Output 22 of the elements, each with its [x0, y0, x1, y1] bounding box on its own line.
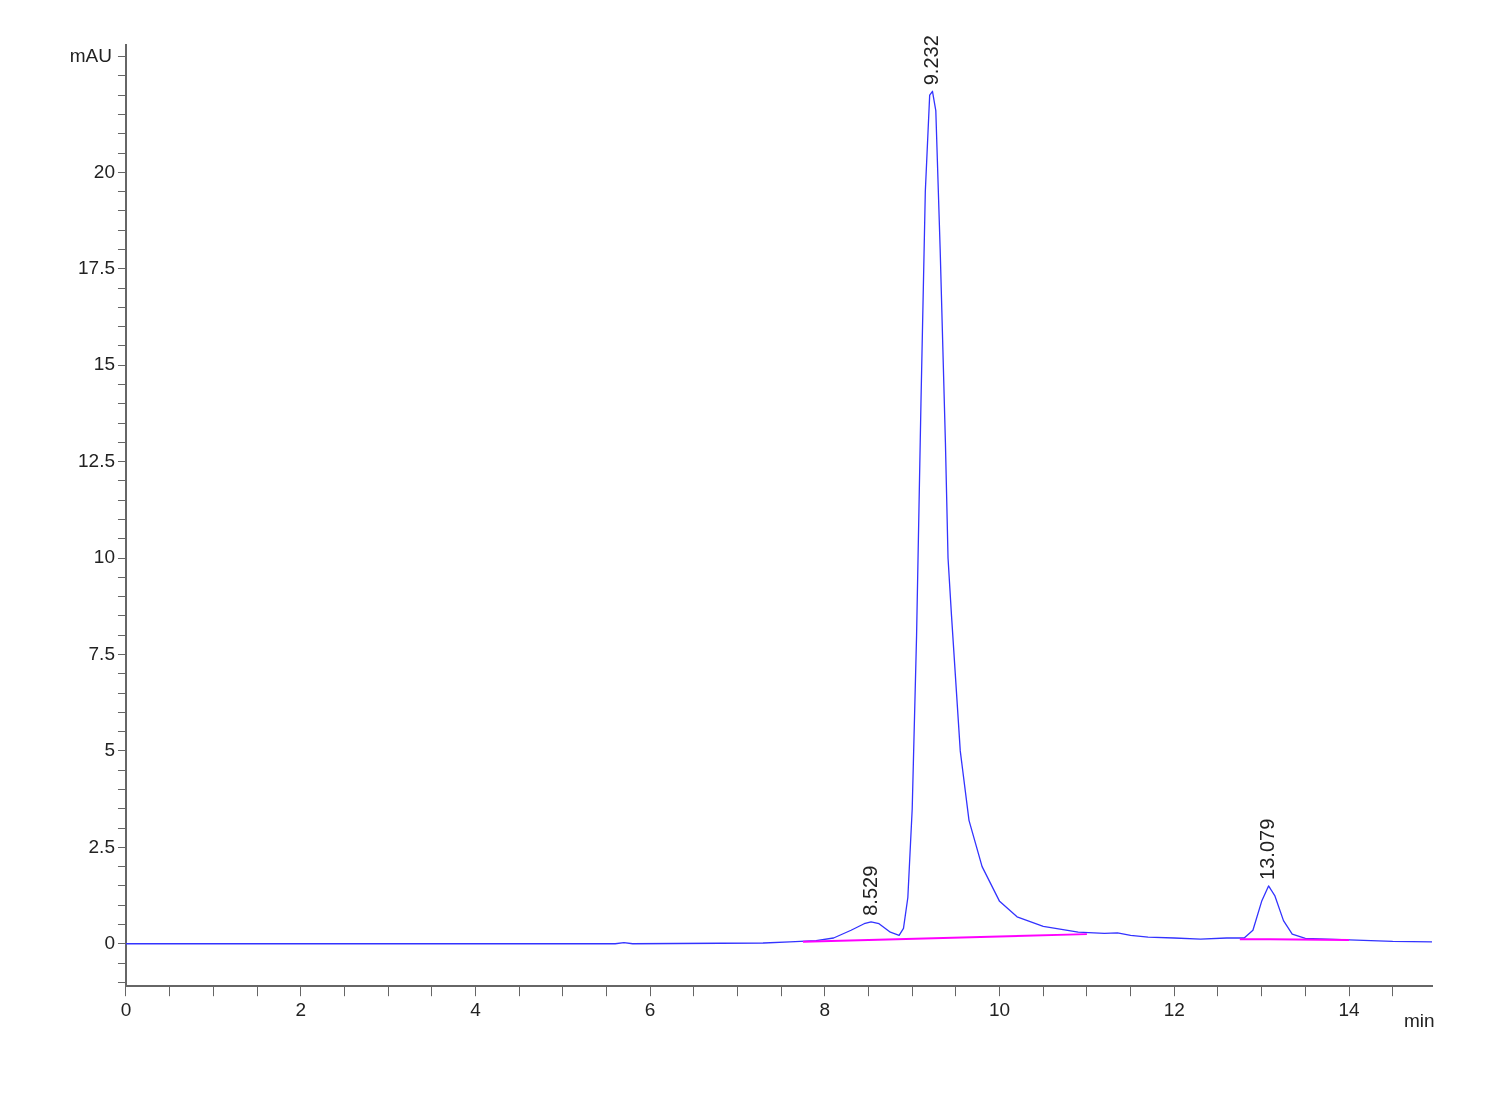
- x-tick-label: 4: [470, 998, 482, 1020]
- y-axis-title: mAU: [69, 44, 112, 66]
- y-tick-label: 15: [93, 353, 115, 375]
- x-tick-label: 6: [644, 998, 656, 1020]
- y-tick-label: 2.5: [88, 835, 115, 857]
- x-tick-label: 8: [819, 998, 831, 1020]
- y-tick-label: 12.5: [78, 449, 115, 471]
- x-tick-label: 14: [1338, 998, 1361, 1020]
- x-tick-label: 12: [1163, 998, 1185, 1020]
- annotation: 8.529: [858, 865, 881, 916]
- y-tick-label: 5: [104, 739, 115, 761]
- x-tick-label: 0: [120, 998, 132, 1020]
- y-tick-label: 17.5: [78, 256, 115, 278]
- y-tick-label: 20: [93, 160, 115, 182]
- annotation: 13.079: [1256, 818, 1279, 880]
- y-tick-label: 7.5: [88, 642, 115, 664]
- x-axis-title: min: [1404, 1009, 1435, 1031]
- annotation: 9.232: [920, 35, 942, 86]
- x-tick-label: 2: [295, 998, 306, 1020]
- y-tick-label: 0: [104, 932, 115, 953]
- x-tick-label: 10: [989, 998, 1011, 1020]
- y-tick-label: 10: [93, 546, 115, 568]
